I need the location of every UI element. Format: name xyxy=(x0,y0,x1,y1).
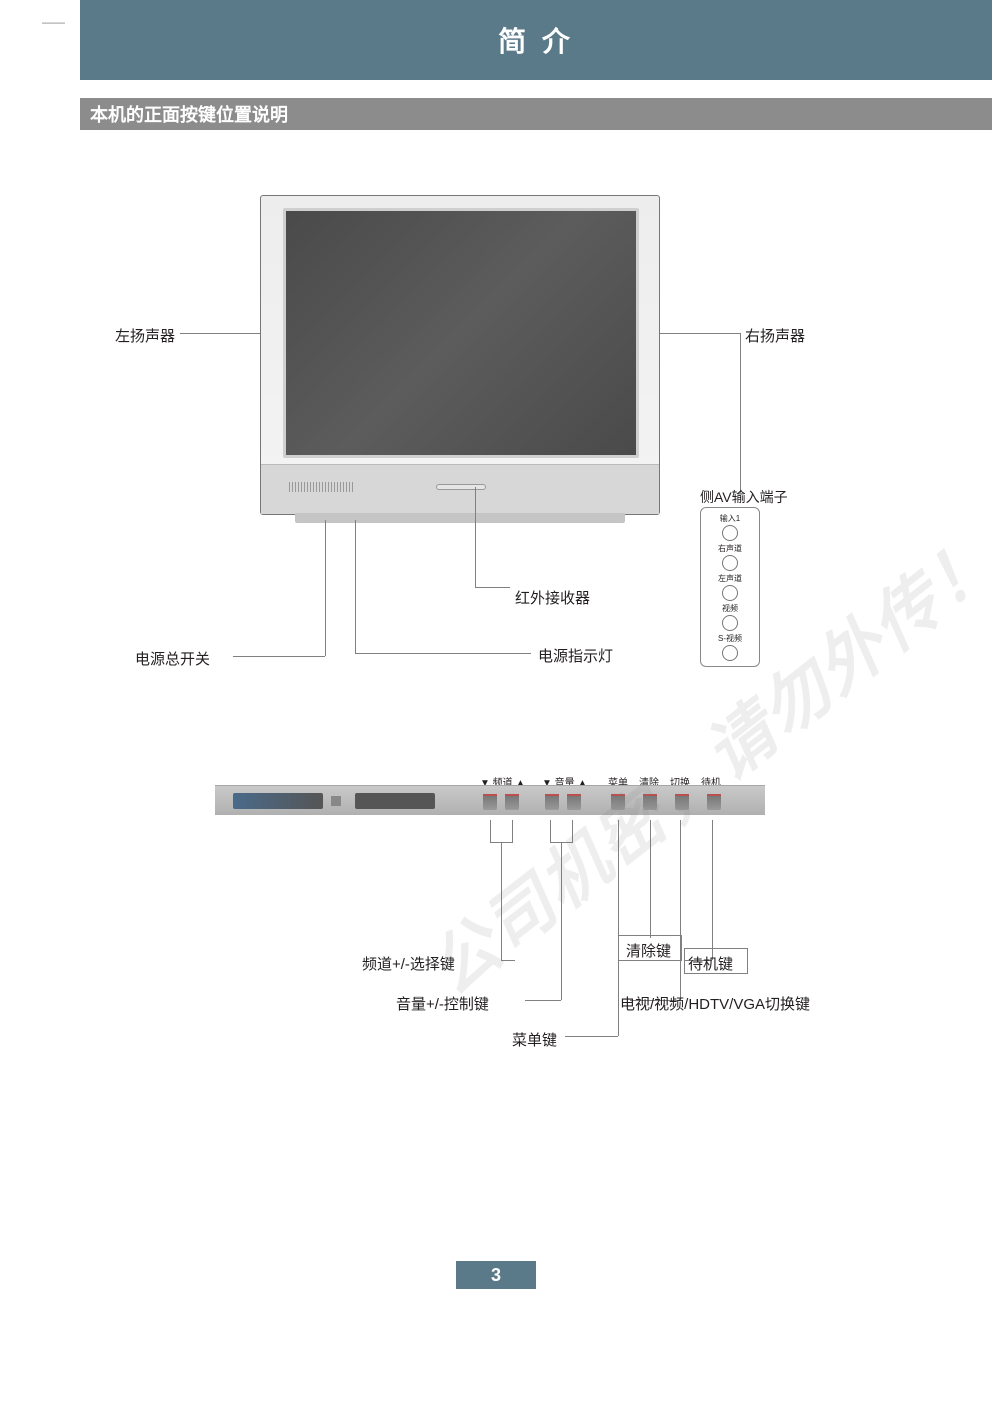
button-accent xyxy=(643,794,657,796)
av-port: 右声道 xyxy=(718,543,742,571)
leader-line xyxy=(550,820,551,842)
tv-body xyxy=(260,195,660,515)
leader-line xyxy=(572,820,573,842)
callout-clear: 清除键 xyxy=(626,940,671,961)
clear-button[interactable] xyxy=(643,794,657,810)
menu-button[interactable] xyxy=(611,794,625,810)
label-right-speaker: 右扬声器 xyxy=(745,325,805,346)
label-ir-receiver: 红外接收器 xyxy=(515,587,590,608)
leader-line xyxy=(233,656,325,657)
button-accent xyxy=(483,794,497,796)
leader-line xyxy=(512,820,513,842)
button-panel-strip xyxy=(215,785,765,815)
av-port: 视频 xyxy=(722,603,738,631)
av-port-label: 视频 xyxy=(722,603,738,614)
leader-line xyxy=(660,333,740,334)
tv-screen xyxy=(283,208,639,458)
av-port-label: 输入1 xyxy=(720,513,740,524)
button-accent xyxy=(675,794,689,796)
page-title: 简 介 xyxy=(498,20,574,60)
tv-base xyxy=(295,513,625,523)
leader-line xyxy=(565,1036,618,1037)
label-power-switch: 电源总开关 xyxy=(135,648,210,669)
av-jack-icon xyxy=(722,645,738,661)
side-av-title: 侧AV输入端子 xyxy=(700,487,788,507)
leader-line xyxy=(490,820,491,842)
button-accent xyxy=(545,794,559,796)
callout-menu: 菜单键 xyxy=(512,1029,557,1050)
leader-line xyxy=(501,960,515,961)
callout-volume: 音量+/-控制键 xyxy=(396,993,489,1014)
leader-line xyxy=(740,333,741,493)
button-accent xyxy=(611,794,625,796)
av-port: 左声道 xyxy=(718,573,742,601)
leader-line xyxy=(561,842,562,1000)
leader-line xyxy=(650,820,651,938)
av-jack-icon xyxy=(722,555,738,571)
channel-down-button[interactable] xyxy=(483,794,497,810)
volume-up-button[interactable] xyxy=(567,794,581,810)
leader-line xyxy=(501,842,502,960)
av-port: S-视频 xyxy=(718,633,742,661)
section-header: 本机的正面按键位置说明 xyxy=(80,98,992,130)
callout-standby: 待机键 xyxy=(688,953,733,974)
label-left-speaker: 左扬声器 xyxy=(115,325,175,346)
front-slot xyxy=(436,484,486,490)
header-dashes: —— xyxy=(42,15,64,29)
leader-line xyxy=(712,820,713,960)
callout-channel: 频道+/-选择键 xyxy=(362,953,455,974)
button-accent xyxy=(505,794,519,796)
tv-front-panel xyxy=(261,464,659,514)
panel-dark-area xyxy=(233,793,323,809)
av-port-label: S-视频 xyxy=(718,633,742,644)
leader-line xyxy=(355,520,356,654)
av-port-label: 左声道 xyxy=(718,573,742,584)
leader-line xyxy=(475,487,476,587)
av-jack-icon xyxy=(722,525,738,541)
channel-up-button[interactable] xyxy=(505,794,519,810)
panel-dark-area xyxy=(355,793,435,809)
av-jack-icon xyxy=(722,615,738,631)
button-accent xyxy=(707,794,721,796)
side-av-box: 输入1 右声道 左声道 视频 S-视频 xyxy=(700,507,760,667)
av-port: 输入1 xyxy=(720,513,740,541)
leader-line xyxy=(680,820,681,1000)
leader-line xyxy=(618,820,619,1036)
label-power-led: 电源指示灯 xyxy=(538,645,613,666)
leader-line xyxy=(355,653,531,654)
switch-button[interactable] xyxy=(675,794,689,810)
watermark-text: 公司机密，请勿外传！ xyxy=(404,505,992,1014)
section-title: 本机的正面按键位置说明 xyxy=(90,101,288,127)
standby-button[interactable] xyxy=(707,794,721,810)
av-jack-icon xyxy=(722,585,738,601)
leader-line xyxy=(475,587,510,588)
diagram-area: 左扬声器 右扬声器 红外接收器 电源总开关 电源指示灯 侧AV输入端子 输入1 … xyxy=(80,160,952,1160)
panel-indicator xyxy=(331,796,341,806)
callout-switch: 电视/视频/HDTV/VGA切换键 xyxy=(620,993,810,1014)
page-number: 3 xyxy=(491,1265,501,1286)
leader-line xyxy=(525,1000,561,1001)
button-accent xyxy=(567,794,581,796)
av-port-label: 右声道 xyxy=(718,543,742,554)
left-speaker-grill xyxy=(289,482,354,492)
volume-down-button[interactable] xyxy=(545,794,559,810)
leader-line xyxy=(325,520,326,656)
leader-line xyxy=(180,333,260,334)
page-header: 简 介 xyxy=(80,0,992,80)
page-number-footer: 3 xyxy=(456,1261,536,1289)
